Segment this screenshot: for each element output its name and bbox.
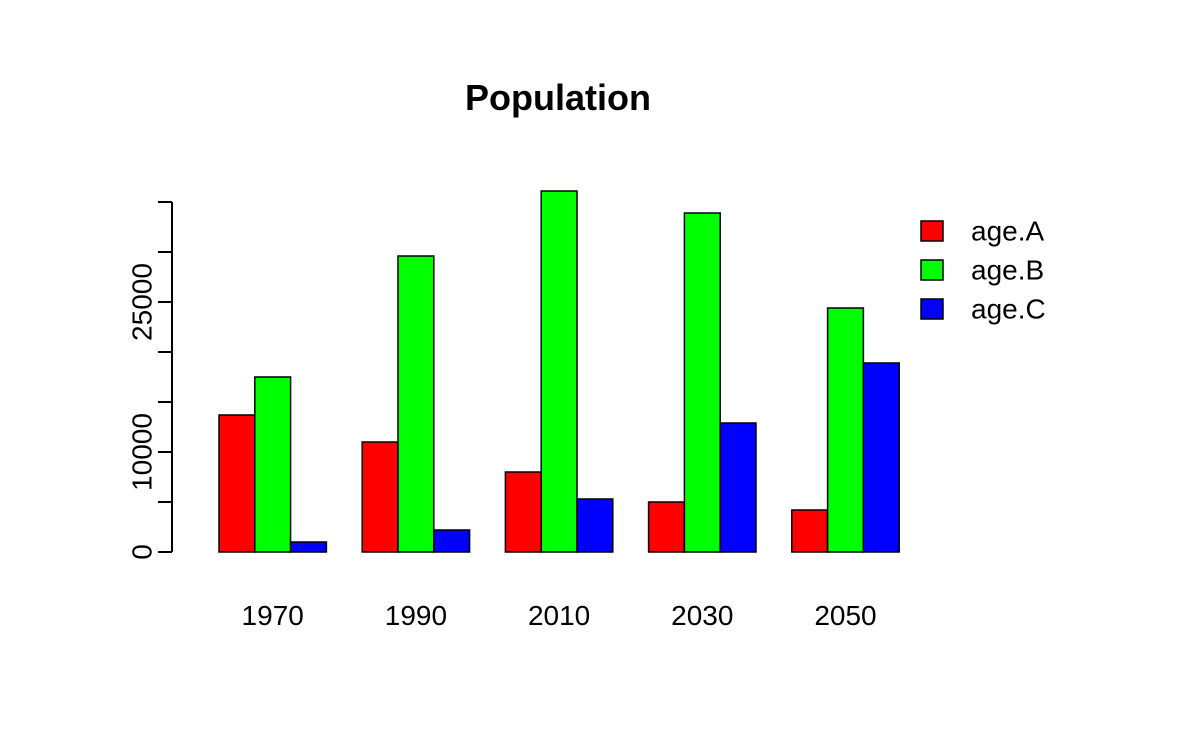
x-tick-label: 2030 (671, 600, 733, 631)
bar-age.C-1970 (289, 541, 328, 553)
legend-swatch-age.C (920, 298, 944, 320)
bars (218, 190, 900, 553)
bar-age.A-1970 (218, 414, 256, 553)
bar-age.A-2030 (647, 501, 686, 553)
bar-age.A-2010 (504, 471, 542, 553)
y-tick-label: 10000 (127, 413, 158, 491)
x-tick-label: 2050 (814, 600, 876, 631)
bar-age.A-1990 (361, 441, 399, 553)
legend-swatch-age.B (920, 259, 944, 281)
chart-title: Population (465, 77, 651, 118)
bar-age.B-1990 (397, 255, 435, 553)
bar-age.A-2050 (791, 509, 829, 553)
y-tick-label: 0 (127, 544, 158, 560)
bar-age.B-2030 (683, 212, 721, 553)
bar-age.B-2050 (826, 307, 865, 553)
x-tick-label: 1990 (385, 600, 447, 631)
bar-age.B-2010 (540, 190, 578, 553)
legend-label-age.B: age.B (971, 255, 1044, 286)
legend-label-age.C: age.C (971, 294, 1046, 325)
bar-age.C-2030 (719, 422, 757, 553)
y-axis: 0 10000 25000 (127, 201, 173, 560)
bar-age.B-1970 (254, 376, 292, 553)
x-tick-label: 1970 (242, 600, 304, 631)
x-tick-label: 2010 (528, 600, 590, 631)
bar-age.C-2050 (862, 362, 900, 553)
bar-age.C-1990 (433, 529, 471, 553)
legend-label-age.A: age.A (971, 216, 1044, 247)
legend: age.A age.B age.C (920, 216, 1046, 325)
y-tick-label: 25000 (127, 263, 158, 341)
legend-swatch-age.A (920, 220, 944, 242)
bar-age.C-2010 (576, 498, 614, 553)
x-axis-labels: 1970 1990 2010 2030 2050 (242, 600, 877, 631)
